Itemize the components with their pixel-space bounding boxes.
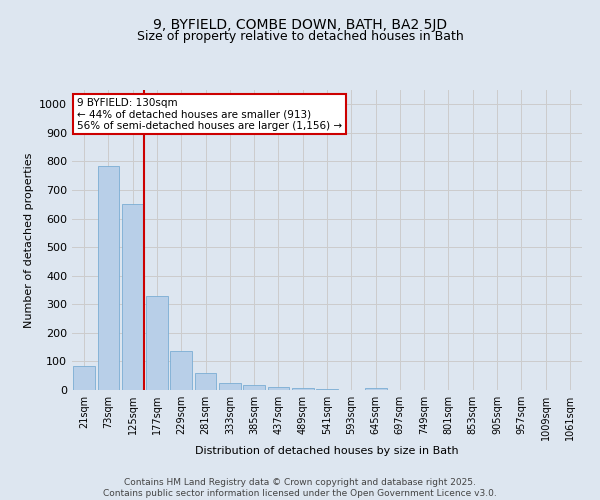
Bar (243, 385, 265, 390)
Bar (292, 388, 314, 390)
Text: 9, BYFIELD, COMBE DOWN, BATH, BA2 5JD: 9, BYFIELD, COMBE DOWN, BATH, BA2 5JD (153, 18, 447, 32)
X-axis label: Distribution of detached houses by size in Bath: Distribution of detached houses by size … (195, 446, 459, 456)
Y-axis label: Number of detached properties: Number of detached properties (23, 152, 34, 328)
Bar (316, 388, 338, 390)
Bar (194, 373, 217, 390)
Bar (73, 366, 95, 390)
Bar (122, 204, 143, 390)
Bar (170, 352, 192, 390)
Text: Size of property relative to detached houses in Bath: Size of property relative to detached ho… (137, 30, 463, 43)
Bar (219, 383, 241, 390)
Bar (97, 166, 119, 390)
Bar (365, 388, 386, 390)
Text: 9 BYFIELD: 130sqm
← 44% of detached houses are smaller (913)
56% of semi-detache: 9 BYFIELD: 130sqm ← 44% of detached hous… (77, 98, 342, 130)
Bar (268, 387, 289, 390)
Bar (146, 296, 168, 390)
Text: Contains HM Land Registry data © Crown copyright and database right 2025.
Contai: Contains HM Land Registry data © Crown c… (103, 478, 497, 498)
